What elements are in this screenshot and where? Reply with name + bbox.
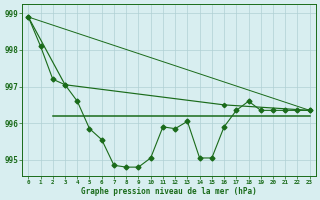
- X-axis label: Graphe pression niveau de la mer (hPa): Graphe pression niveau de la mer (hPa): [81, 187, 257, 196]
